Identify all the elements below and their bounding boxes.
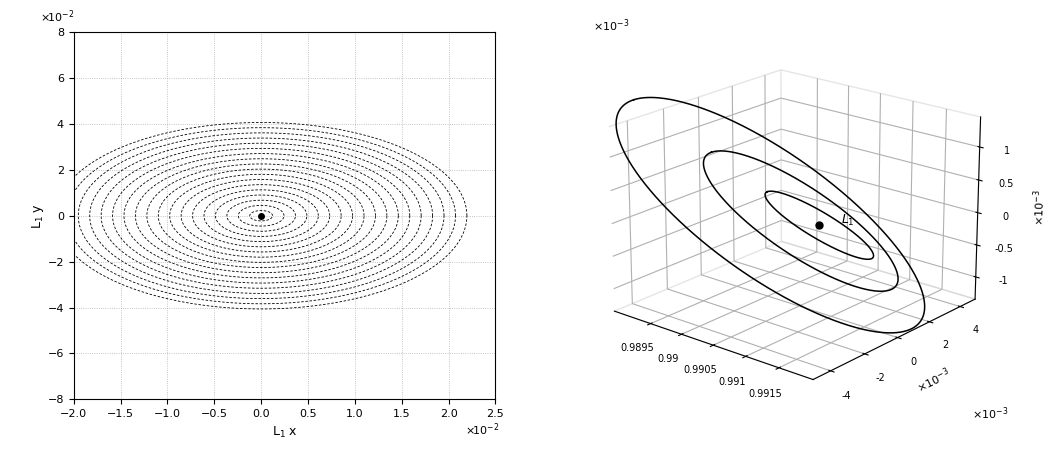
Text: $\times 10^{-3}$: $\times 10^{-3}$ (972, 405, 1009, 422)
X-axis label: L$_1$ x: L$_1$ x (272, 425, 297, 440)
Y-axis label: $\times 10^{-3}$: $\times 10^{-3}$ (914, 365, 954, 397)
Text: $\times\!10^{-2}$: $\times\!10^{-2}$ (465, 421, 500, 438)
Text: $\times 10^{-3}$: $\times 10^{-3}$ (592, 17, 629, 34)
Text: $\times\!10^{-2}$: $\times\!10^{-2}$ (40, 8, 75, 25)
Y-axis label: L$_1$ y: L$_1$ y (31, 203, 46, 229)
